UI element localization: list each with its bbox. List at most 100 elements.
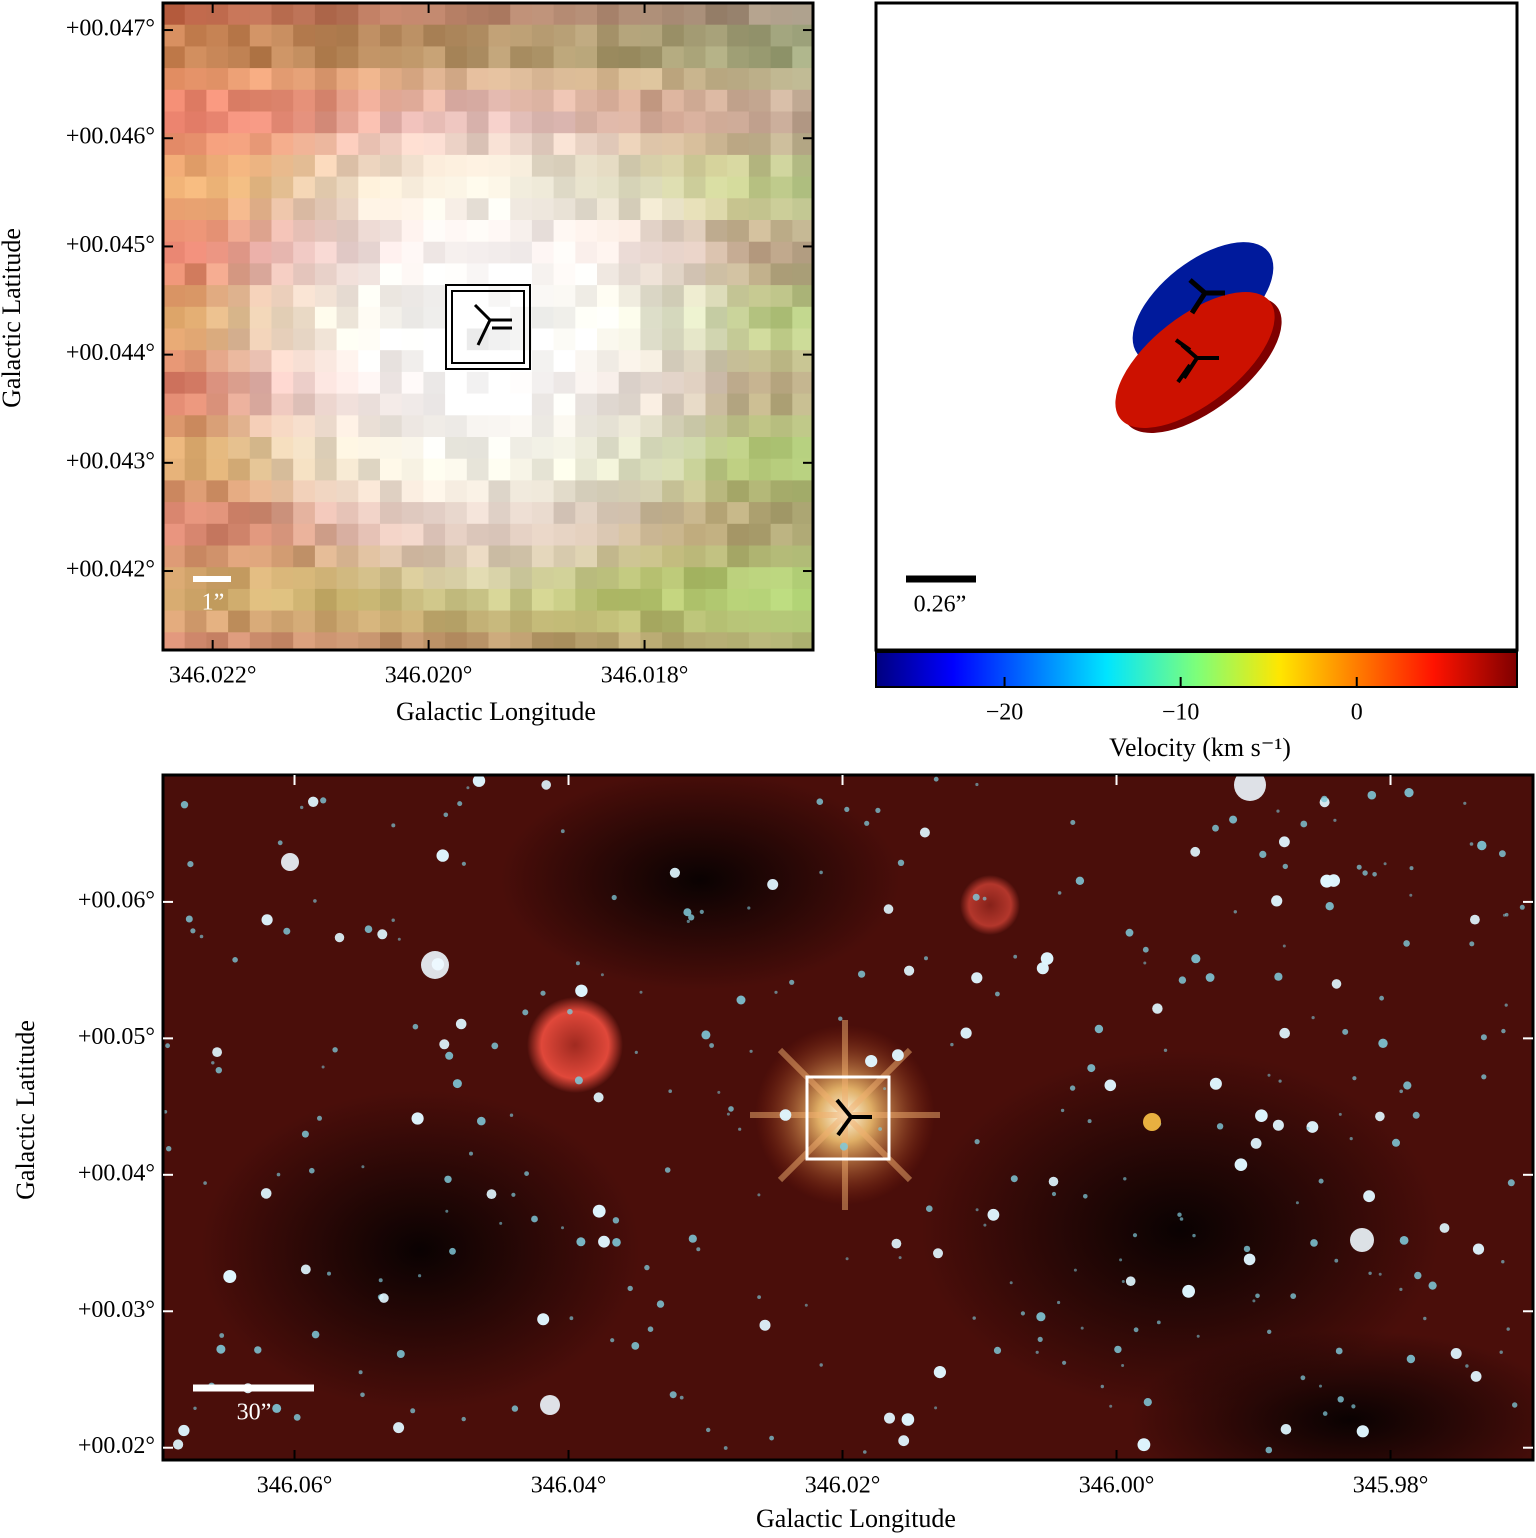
pixel bbox=[640, 24, 663, 47]
pixel bbox=[401, 220, 424, 243]
pixel bbox=[510, 567, 533, 590]
star bbox=[1306, 1121, 1319, 1133]
pixel bbox=[640, 415, 663, 438]
pixel bbox=[206, 285, 229, 308]
pixel bbox=[553, 415, 576, 438]
pixel bbox=[336, 220, 359, 243]
pixel bbox=[662, 220, 685, 243]
star bbox=[1243, 1253, 1256, 1266]
pixel bbox=[553, 393, 576, 416]
pixel bbox=[228, 545, 251, 568]
pixel bbox=[271, 3, 294, 26]
pixel bbox=[748, 285, 772, 308]
pixel bbox=[705, 133, 728, 156]
pixel bbox=[597, 545, 620, 568]
pixel bbox=[336, 458, 359, 481]
pixel bbox=[770, 263, 793, 286]
pixel bbox=[336, 46, 359, 69]
pixel bbox=[249, 68, 272, 91]
pixel bbox=[271, 632, 294, 650]
pixel bbox=[727, 545, 750, 568]
star bbox=[611, 894, 617, 901]
x-tick-label: 346.02° bbox=[805, 1473, 881, 1499]
pixel bbox=[748, 133, 772, 156]
y-axis-label: Galactic Latitude bbox=[11, 1020, 40, 1200]
dark-cloud bbox=[1130, 1330, 1533, 1460]
pixel bbox=[184, 68, 207, 91]
pixel bbox=[423, 437, 446, 460]
maser-marker bbox=[1188, 278, 1225, 315]
pixel bbox=[553, 545, 576, 568]
star bbox=[749, 1049, 753, 1053]
pixel bbox=[683, 545, 706, 568]
pixel bbox=[792, 437, 813, 460]
pixel bbox=[792, 285, 813, 308]
star bbox=[1403, 940, 1410, 947]
pixel bbox=[380, 350, 403, 373]
scale-label: 1” bbox=[202, 590, 225, 616]
pixel bbox=[206, 241, 229, 264]
pixel bbox=[662, 371, 685, 395]
pixel bbox=[249, 371, 272, 395]
pixel bbox=[662, 68, 685, 91]
pixel bbox=[597, 154, 620, 178]
pixel bbox=[293, 415, 316, 438]
star bbox=[575, 984, 588, 997]
star bbox=[327, 1271, 331, 1276]
star bbox=[1334, 1258, 1339, 1263]
star bbox=[863, 1450, 867, 1454]
pixel bbox=[466, 198, 489, 221]
star bbox=[411, 1112, 424, 1125]
pixel bbox=[705, 285, 728, 308]
pixel bbox=[228, 220, 251, 243]
bright-star bbox=[281, 853, 299, 871]
star bbox=[522, 1009, 529, 1016]
star bbox=[576, 1237, 586, 1247]
pixel bbox=[683, 415, 706, 438]
pixel bbox=[184, 306, 207, 329]
image-panel bbox=[163, 775, 1533, 1460]
pixel bbox=[314, 176, 338, 199]
pixel bbox=[466, 610, 489, 633]
pixel bbox=[401, 588, 424, 612]
pixel bbox=[249, 610, 272, 633]
pixel bbox=[358, 89, 381, 112]
pixel bbox=[271, 393, 294, 416]
pixel bbox=[640, 285, 663, 308]
pixel bbox=[249, 415, 272, 438]
star bbox=[309, 1167, 315, 1174]
star bbox=[443, 812, 449, 818]
pixel bbox=[293, 154, 316, 178]
star bbox=[1191, 954, 1201, 964]
pixel bbox=[466, 24, 489, 47]
pixel bbox=[271, 46, 294, 69]
pixel bbox=[618, 3, 641, 26]
pixel bbox=[445, 306, 468, 329]
pixel bbox=[184, 350, 207, 373]
pixel bbox=[618, 415, 641, 438]
pixel bbox=[618, 632, 641, 650]
pixel bbox=[336, 263, 359, 286]
pixel bbox=[314, 68, 338, 91]
pixel bbox=[553, 502, 576, 525]
star bbox=[701, 1030, 711, 1040]
star bbox=[975, 1208, 979, 1212]
star bbox=[1069, 1085, 1076, 1091]
pixel bbox=[466, 567, 489, 590]
star bbox=[1267, 1073, 1271, 1077]
pixel bbox=[401, 632, 424, 650]
star bbox=[1333, 818, 1337, 822]
star bbox=[537, 1313, 550, 1326]
pixel bbox=[683, 588, 706, 612]
star bbox=[1259, 850, 1267, 859]
pixel bbox=[770, 328, 793, 351]
pixel bbox=[163, 89, 186, 112]
pixel bbox=[553, 285, 576, 308]
pixel bbox=[445, 371, 468, 395]
pixel bbox=[401, 458, 424, 481]
pixel bbox=[488, 3, 511, 26]
star bbox=[1519, 904, 1525, 910]
pixel bbox=[597, 133, 620, 156]
star bbox=[1035, 1350, 1039, 1354]
pixel bbox=[705, 111, 728, 134]
